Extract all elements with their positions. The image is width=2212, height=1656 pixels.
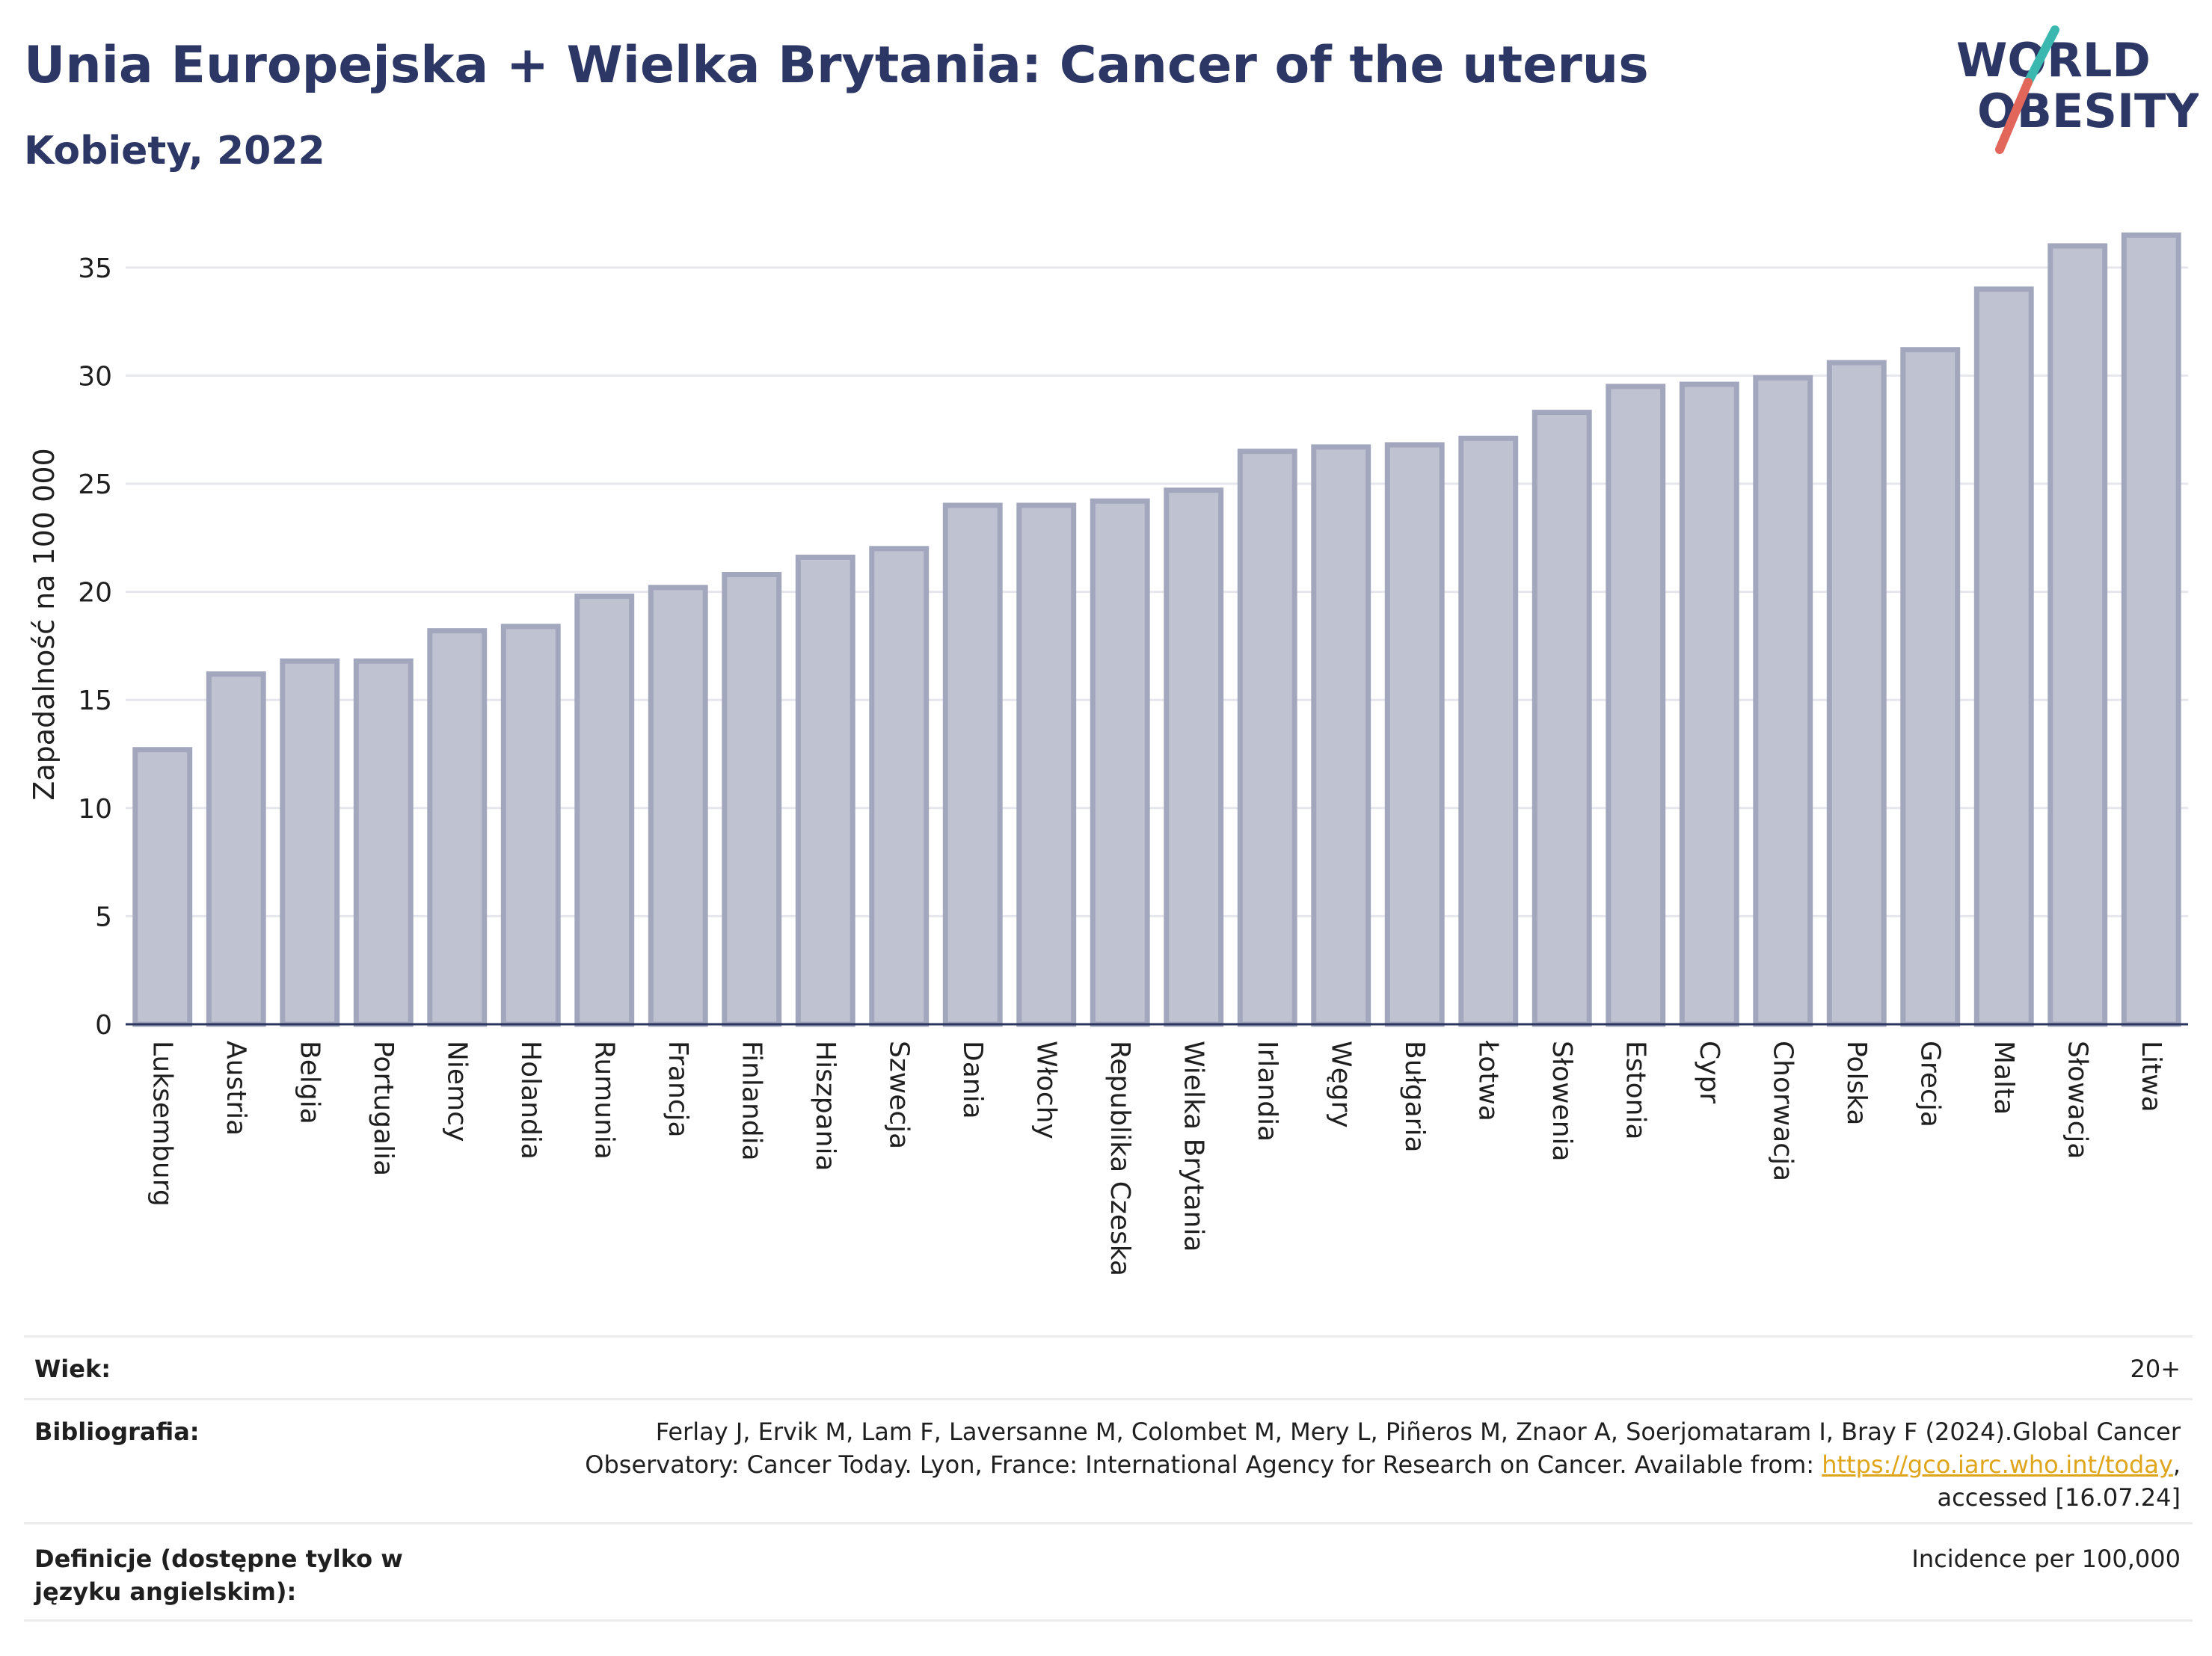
bar-estonia [1606,384,1666,1027]
bar-malta [1973,286,2034,1027]
world-obesity-logo: WORLD OBESITY [1956,25,2199,154]
x-tick-label: Litwa [2136,1041,2166,1112]
y-tick-label: 35 [78,253,112,284]
y-tick-label: 30 [78,361,112,392]
y-tick-labels: 0 5 10 15 20 25 30 35 [78,253,112,1041]
page-subtitle: Kobiety, 2022 [24,129,325,173]
bibliography-accessed: , accessed [16.07.24] [1937,1450,2181,1512]
bar-niemcy [427,628,488,1027]
bar-chorwacja [1753,375,1813,1027]
info-label-definitions: Definicje (dostępne tylko w języku angie… [34,1545,403,1606]
bar-austria [206,671,266,1027]
info-label-bibliography: Bibliografia: [34,1418,200,1446]
x-tick-label: Portugalia [368,1041,399,1176]
bar-francja [648,585,708,1027]
x-tick-label: Cypr [1694,1041,1724,1104]
logo-slash-teal [2024,25,2059,87]
x-tick-label: Malta [1988,1041,2019,1115]
bar-belgia [280,658,340,1027]
info-row-bibliography: Bibliografia: Ferlay J, Ervik M, Lam F, … [24,1398,2193,1524]
bar-luksemburg [132,747,193,1027]
bar-węgry [1311,444,1371,1027]
bar-bułgaria [1384,442,1445,1027]
x-tick-label: Finlandia [736,1041,766,1161]
x-tick-label: Irlandia [1252,1041,1282,1142]
y-tick-label: 25 [78,470,112,500]
info-value-definitions: Incidence per 100,000 [1911,1545,2181,1573]
bar-irlandia [1237,449,1297,1027]
bar-chart: 0 5 10 15 20 25 30 35 Luksemburg Austria Belgia Po… [28,232,2188,1276]
bar-hiszpania [795,554,855,1027]
y-tick-label: 0 [95,1010,112,1041]
bar-wielka-brytania [1164,487,1224,1027]
bar-polska [1826,360,1887,1027]
x-tick-label: Hiszpania [810,1041,841,1172]
y-tick-label: 20 [78,578,112,609]
y-axis-label: Zapadalność na 100 000 [28,448,61,800]
info-row-bottom-border [24,1619,2193,1622]
x-tick-label: Wielka Brytania [1178,1041,1208,1252]
x-tick-label: Słowacja [2062,1041,2092,1159]
bibliography-text: Ferlay J, Ervik M, Lam F, Laversanne M, … [585,1418,2181,1479]
x-tick-label: Belgia [294,1041,325,1124]
bar-słowacja [2047,243,2108,1027]
y-tick-label: 10 [78,794,112,825]
bar-portugalia [353,658,414,1027]
bar-holandia [500,624,561,1027]
x-tick-label: Łotwa [1472,1040,1503,1121]
info-value-bibliography: Ferlay J, Ervik M, Lam F, Laversanne M, … [573,1415,2181,1514]
bibliography-link[interactable]: https://gco.iarc.who.int/today [1822,1450,2173,1479]
x-tick-label: Francja [663,1041,693,1138]
bar-litwa [2121,232,2181,1027]
bars [132,232,2181,1027]
y-tick-label: 5 [95,902,112,932]
x-tick-label: Chorwacja [1767,1041,1798,1181]
x-tick-label: Szwecja [883,1041,914,1149]
x-tick-label: Węgry [1325,1041,1356,1128]
bar-słowenia [1531,410,1592,1027]
x-tick-label: Republika Czeska [1105,1041,1135,1276]
x-tick-label: Bułgaria [1399,1041,1430,1153]
x-tick-label: Niemcy [441,1041,472,1142]
info-value-age: 20+ [2130,1355,2181,1383]
bar-włochy [1016,502,1077,1027]
bar-grecja [1900,347,1961,1027]
x-tick-label: Rumunia [589,1041,619,1160]
bar-rumunia [574,593,635,1027]
x-tick-labels: Luksemburg Austria Belgia Portugalia Niemcy H… [147,1040,2166,1276]
x-tick-label: Słowenia [1546,1041,1577,1162]
x-tick-label: Luksemburg [147,1041,177,1207]
x-tick-label: Włochy [1030,1041,1061,1139]
x-tick-label: Grecja [1914,1041,1945,1127]
x-tick-label: Holandia [515,1041,546,1160]
bar-cypr [1679,381,1739,1027]
x-tick-label: Dania [957,1041,988,1119]
bar-finlandia [722,571,782,1027]
x-tick-label: Polska [1841,1041,1872,1125]
bar-szwecja [869,546,930,1027]
page-title: Unia Europejska + Wielka Brytania: Cance… [24,36,1649,95]
y-tick-label: 15 [78,686,112,716]
logo-slash-coral [1995,78,2033,154]
bar-republika-czeska [1090,498,1150,1027]
info-row-definitions: Definicje (dostępne tylko w języku angie… [24,1522,2193,1622]
info-row-age: Wiek: 20+ [24,1335,2193,1400]
info-table: Wiek: 20+ Bibliografia: Ferlay J, Ervik … [24,1335,2193,1634]
info-label-age: Wiek: [34,1355,111,1383]
bar-łotwa [1458,435,1519,1027]
bar-dania [942,502,1003,1027]
x-tick-label: Austria [221,1041,251,1136]
x-tick-label: Estonia [1620,1041,1650,1140]
